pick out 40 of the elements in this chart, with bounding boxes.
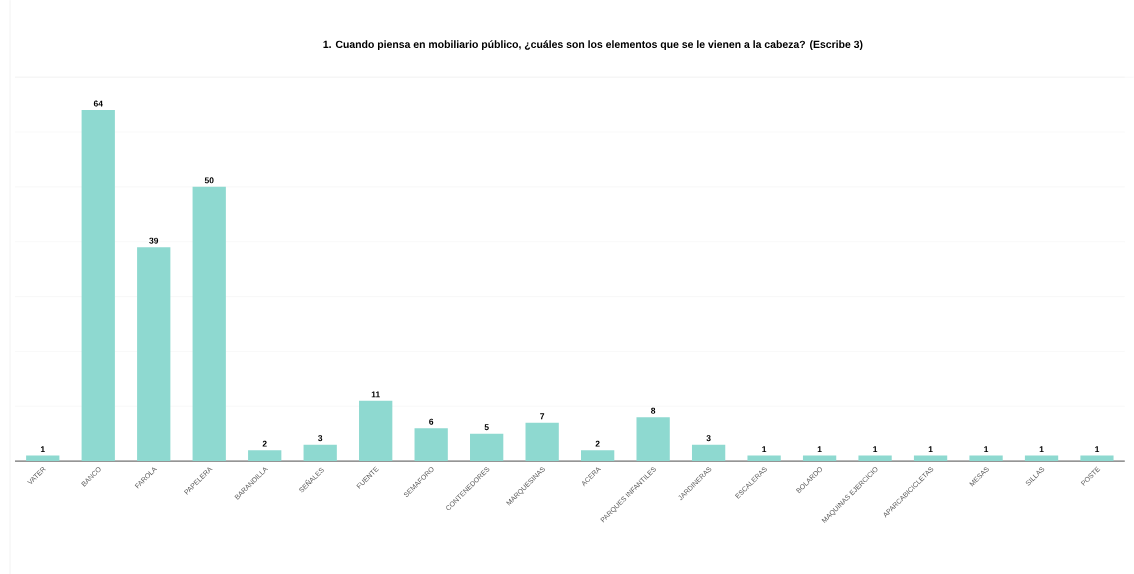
bar [359, 400, 393, 461]
chart-title: 1. Cuando piensa en mobiliario público, ¿cuáles son los elementos que se le vienen a la cabeza? (Escribe 3) [323, 40, 863, 50]
bar [969, 455, 1003, 461]
bar [802, 455, 837, 461]
bar [747, 455, 781, 461]
data-label: 1 [873, 446, 878, 452]
data-label: 3 [706, 434, 711, 441]
data-label: 6 [429, 418, 434, 425]
data-label: 3 [318, 434, 323, 441]
bar [248, 449, 282, 461]
data-label: 1 [762, 446, 767, 452]
data-label: 1 [928, 446, 933, 452]
bar [137, 247, 171, 461]
bar [81, 109, 115, 461]
bar [303, 444, 337, 461]
bar [525, 422, 559, 461]
bar [192, 186, 226, 461]
bar [858, 455, 892, 461]
data-label: 39 [149, 237, 159, 244]
bar [691, 444, 726, 461]
bar [1024, 455, 1059, 461]
data-label: 7 [540, 413, 545, 420]
data-label: 2 [595, 440, 600, 447]
data-label: 64 [93, 100, 103, 107]
data-label: 1 [1039, 446, 1044, 452]
bar [581, 449, 615, 461]
bar [470, 433, 504, 461]
bar [414, 428, 448, 461]
data-label: 11 [371, 391, 380, 398]
data-label: 1 [984, 446, 989, 452]
data-label: 1 [40, 446, 45, 452]
data-label: 5 [484, 424, 489, 431]
data-label: 1 [1095, 446, 1100, 452]
data-label: 2 [262, 440, 267, 447]
bar [636, 417, 670, 461]
bar [1080, 455, 1114, 461]
bar [913, 455, 948, 461]
data-label: 8 [651, 407, 656, 414]
data-label: 50 [204, 177, 214, 184]
data-label: 1 [817, 446, 822, 452]
